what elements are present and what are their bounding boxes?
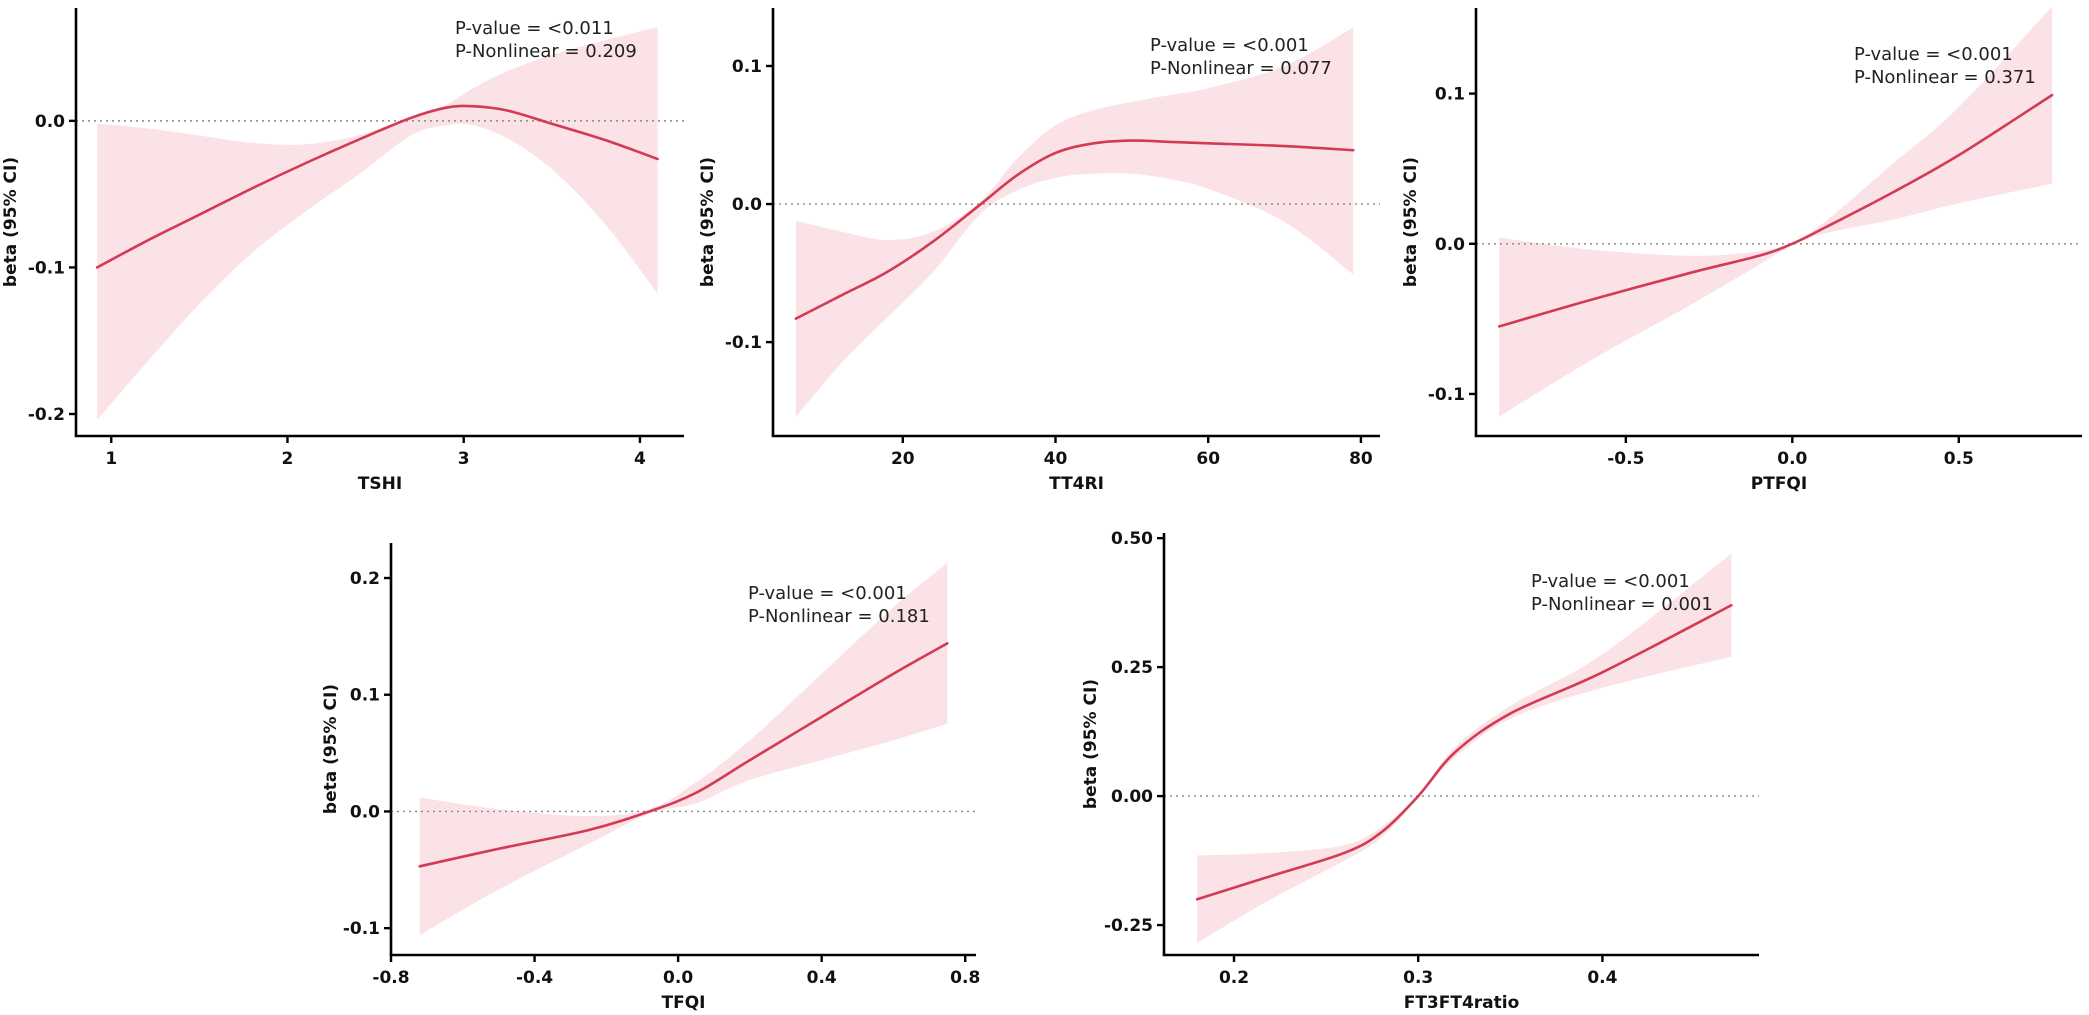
y-tick-label: -0.25 [1104,916,1153,936]
x-tick-label: 0.8 [950,968,980,988]
x-tick-label: -0.4 [516,968,553,988]
x-tick-label: 60 [1196,449,1220,469]
p-value-annotation: P-value = <0.001 [1854,44,2013,65]
fit-line-beta [1498,93,2054,328]
y-tick-label: 0.00 [1111,787,1153,807]
p-nonlinear-annotation: P-Nonlinear = 0.077 [1150,58,1332,79]
p-nonlinear-annotation: P-Nonlinear = 0.371 [1854,67,2036,88]
p-value-annotation: P-value = <0.001 [748,583,907,604]
x-axis-title: TT4RI [1049,474,1104,494]
y-tick-label: 0.0 [35,112,65,132]
chart-panel-ptfqi: -0.5 0.0 0.5 -0.1 0.0 0.1 PTFQI beta (95% CI) P-… [1401,6,2082,494]
y-tick-label: -0.2 [28,405,65,425]
y-tick-label: 0.0 [732,195,762,215]
p-nonlinear-annotation: P-Nonlinear = 0.181 [748,606,930,627]
x-tick-label: 0.4 [807,968,837,988]
x-axis-title: TSHI [358,474,402,494]
y-tick-label: -0.1 [725,333,762,353]
y-axis-title: beta (95% CI) [1,157,21,287]
y-tick-label: 0.0 [1435,235,1465,255]
x-tick-label: 0.0 [663,968,693,988]
chart-panel-tfqi: -0.8 -0.4 0.0 0.4 0.8 -0.1 0.0 0.1 0.2 TFQI beta (… [321,543,980,1013]
p-nonlinear-annotation: P-Nonlinear = 0.001 [1531,594,1713,615]
x-tick-label: -0.8 [372,968,409,988]
y-axis-title: beta (95% CI) [1401,157,1421,287]
y-tick-label: 0.1 [732,57,762,77]
x-tick-label: 20 [891,449,915,469]
x-tick-label: 2 [282,449,294,469]
y-axis-title: beta (95% CI) [698,157,718,287]
x-tick-label: 0.0 [1777,449,1807,469]
ci-band [795,27,1354,417]
fit-line-beta [418,642,949,868]
x-tick-label: 0.3 [1403,968,1433,988]
x-axis-title: FT3FT4ratio [1404,993,1520,1013]
fit-line-beta [794,139,1355,320]
x-tick-label: 80 [1349,449,1373,469]
y-tick-label: -0.1 [28,258,65,278]
y-tick-label: 0.25 [1111,658,1153,678]
ci-band [1197,553,1732,944]
x-tick-label: 40 [1044,449,1068,469]
y-tick-label: 0.0 [350,802,380,822]
chart-panel-tshi: 1 2 3 4 -0.2 -0.1 0.0 TSHI beta (95% CI) P-value … [1,8,684,494]
y-axis-title: beta (95% CI) [1081,679,1101,809]
p-value-annotation: P-value = <0.001 [1531,571,1690,592]
x-tick-label: 0.2 [1219,968,1249,988]
x-tick-label: 0.4 [1587,968,1617,988]
y-tick-label: -0.1 [343,919,380,939]
chart-panel-tt4ri: 20 40 60 80 -0.1 0.0 0.1 TT4RI beta (95% CI) P-va… [698,8,1380,494]
y-tick-label: 0.1 [1435,85,1465,105]
y-tick-label: -0.1 [1428,385,1465,405]
p-nonlinear-annotation: P-Nonlinear = 0.209 [455,41,637,62]
x-tick-label: 3 [458,449,470,469]
x-tick-label: 0.5 [1944,449,1974,469]
fit-line-beta [1195,603,1733,901]
ci-band [97,27,658,420]
x-tick-label: 4 [634,449,646,469]
chart-panel-ft3ft4ratio: 0.2 0.3 0.4 -0.25 0.00 0.25 0.50 FT3FT4ratio bet… [1081,529,1759,1013]
x-axis-title: PTFQI [1751,474,1807,494]
y-tick-label: 0.1 [350,686,380,706]
x-tick-label: 1 [105,449,117,469]
ci-band [1499,6,2053,417]
p-value-annotation: P-value = <0.001 [1150,35,1309,56]
y-axis-title: beta (95% CI) [321,684,341,814]
x-axis-title: TFQI [662,993,706,1013]
x-tick-label: -0.5 [1607,449,1644,469]
y-tick-label: 0.50 [1111,529,1153,549]
fit-line-beta [95,104,659,269]
ci-band [419,562,948,936]
p-value-annotation: P-value = <0.011 [455,18,614,39]
y-tick-label: 0.2 [350,569,380,589]
